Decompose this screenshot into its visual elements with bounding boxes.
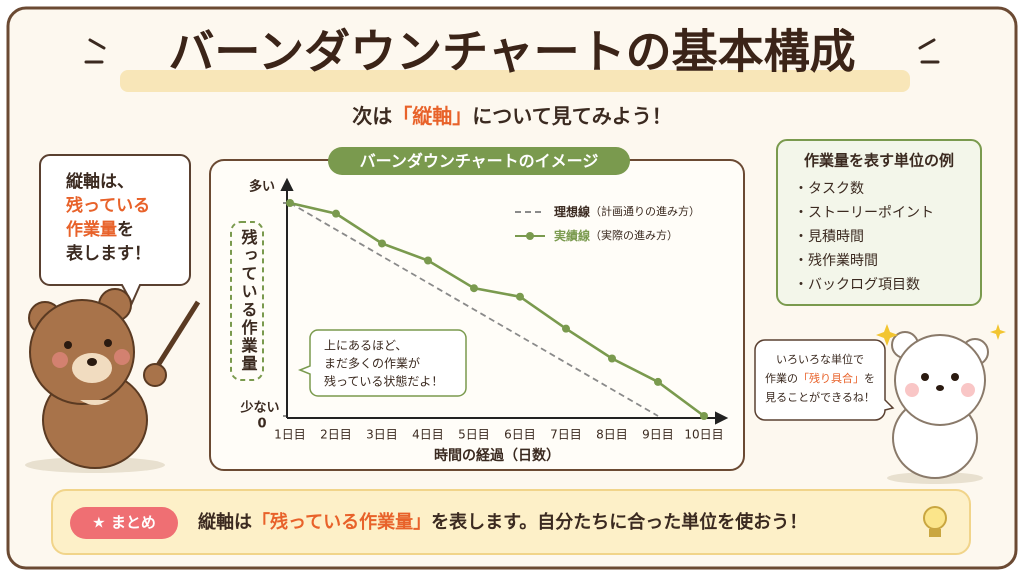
summary-badge xyxy=(70,507,178,539)
x-tick-label: 10日目 xyxy=(684,428,723,442)
point xyxy=(608,354,616,363)
bubble-text: いろいろな単位で xyxy=(776,352,864,366)
summary-badge-text: ★ まとめ xyxy=(92,514,156,532)
x-tick-label: 6日目 xyxy=(504,428,536,442)
bulb xyxy=(923,506,947,537)
chart-title-pill xyxy=(328,147,630,175)
bubble-text: 表します！ xyxy=(66,243,151,264)
brown-bear xyxy=(25,288,201,473)
x-tick-label: 2日目 xyxy=(320,428,352,442)
chart-title: バーンダウンチャートのイメージ xyxy=(360,152,599,171)
y-low-label: 少ない xyxy=(239,400,279,416)
unit-item: ・残作業時間 xyxy=(794,253,878,269)
units-title: 作業量を表す単位の例 xyxy=(804,152,954,170)
x-tick-label: 8日目 xyxy=(596,428,628,442)
bubble-text: 縦軸は、 xyxy=(66,171,134,192)
point xyxy=(562,324,570,333)
callout xyxy=(297,329,467,397)
x-axis-label: 時間の経過（日数） xyxy=(434,447,560,464)
y-tick-label: 0 xyxy=(257,417,266,432)
y-axis-label: 残っている作業量 xyxy=(239,228,259,373)
bubble-text: 見ることができるね！ xyxy=(765,390,875,404)
point xyxy=(424,256,432,265)
bubble-text: 作業量を xyxy=(66,219,134,240)
x-tick-label: 3日目 xyxy=(366,428,398,442)
point xyxy=(700,412,708,420)
sparks xyxy=(84,38,940,64)
point xyxy=(516,292,524,301)
callout-text: まだ多くの作業が xyxy=(324,356,420,371)
white-bear xyxy=(876,324,1006,484)
point xyxy=(286,199,294,207)
legend-entry: 実績線（実際の進み方） xyxy=(554,228,678,243)
bubble-text: 残っている xyxy=(66,195,150,216)
unit-item: ・ストーリーポイント xyxy=(794,205,934,221)
legend-entry: 理想線（計画通りの進み方） xyxy=(554,204,700,219)
callout-text: 残っている状態だよ！ xyxy=(324,374,443,389)
x-tick-label: 5日目 xyxy=(458,428,490,442)
unit-item: ・バックログ項目数 xyxy=(794,277,920,293)
legend-note: （計画通りの進み方） xyxy=(590,204,700,218)
title: バーンダウンチャートの基本構成 xyxy=(168,25,855,79)
y-tick-label: 多い xyxy=(249,179,275,195)
unit-item: ・見積時間 xyxy=(794,229,864,245)
units-box xyxy=(776,139,982,306)
legend-note: （実際の進み方） xyxy=(590,228,678,242)
point xyxy=(654,377,662,386)
summary-text: 縦軸は「残っている作業量」を表します。自分たちに合った単位を使おう！ xyxy=(198,511,807,533)
summary-box xyxy=(51,489,971,555)
legend-name: 実績線 xyxy=(554,228,590,243)
x-tick-label: 9日目 xyxy=(642,428,674,442)
series-line xyxy=(289,201,705,418)
legend-name: 理想線 xyxy=(554,204,590,219)
point xyxy=(470,284,478,293)
x-tick-label: 4日目 xyxy=(412,428,444,442)
subtitle: 次は「縦軸」について見てみよう！ xyxy=(352,104,671,128)
callout-text: 上にあるほど、 xyxy=(324,339,407,353)
unit-item: ・タスク数 xyxy=(794,181,864,197)
right-bubble xyxy=(754,339,895,421)
left-bubble xyxy=(39,154,191,306)
title-underline xyxy=(120,70,910,92)
axes xyxy=(280,177,729,425)
legend-dot xyxy=(526,232,534,240)
x-tick-label: 7日目 xyxy=(550,428,582,442)
bubble-text: 作業の「残り具合」を xyxy=(765,371,875,385)
point xyxy=(378,239,386,248)
series-line xyxy=(289,202,659,417)
x-tick-label: 1日目 xyxy=(274,428,306,442)
point xyxy=(332,209,340,218)
